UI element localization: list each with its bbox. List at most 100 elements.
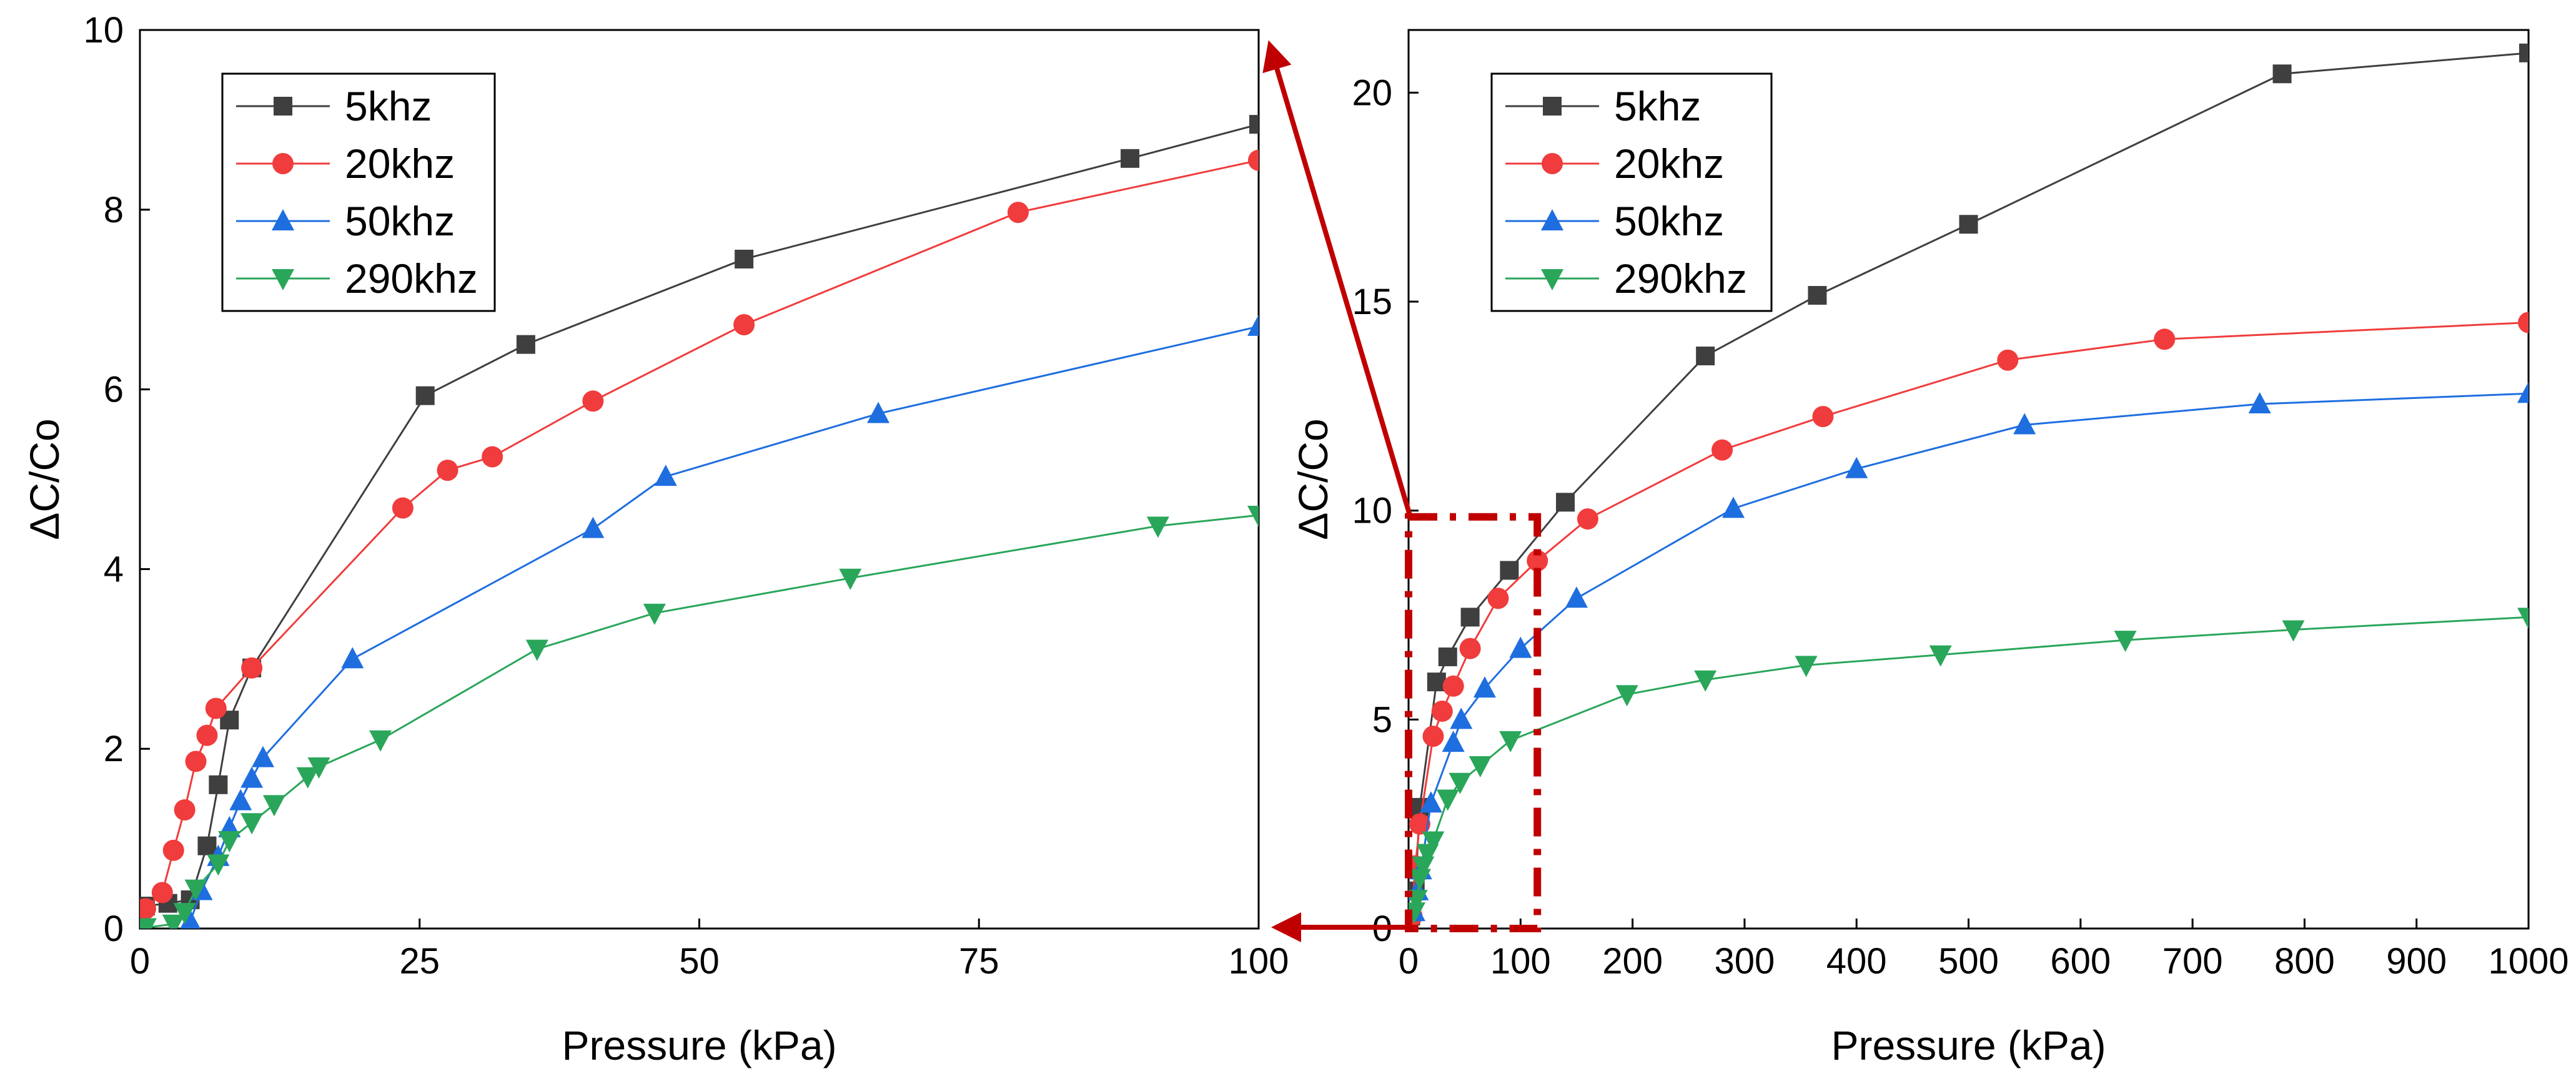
series-290khz bbox=[140, 506, 1259, 929]
data-point-290khz bbox=[173, 903, 196, 925]
data-point-50khz bbox=[1247, 314, 1259, 336]
data-point-290khz bbox=[1929, 645, 1952, 667]
data-point-50khz bbox=[1721, 496, 1745, 518]
data-point-50khz bbox=[1473, 676, 1496, 698]
x-tick-label: 900 bbox=[2386, 941, 2447, 982]
zoom-annotations bbox=[1262, 40, 1542, 942]
x-tick-label: 0 bbox=[130, 941, 150, 982]
legend-marker-20khz bbox=[1542, 153, 1563, 174]
x-tick-label: 75 bbox=[959, 941, 999, 982]
legend-entry-290khz: 290khz bbox=[1505, 255, 1747, 302]
legend-label-50khz: 50khz bbox=[1614, 198, 1724, 244]
left-chart: 0 25 50 75 100 0 2 4 6 8 10 Pressure (kPa) ΔC/Co 5khz… bbox=[21, 10, 1289, 1068]
data-point-290khz bbox=[525, 639, 548, 661]
data-point-290khz bbox=[262, 795, 285, 817]
data-point-5khz bbox=[415, 386, 435, 405]
data-point-20khz bbox=[196, 724, 218, 746]
data-point-50khz bbox=[1845, 456, 1868, 478]
data-point-5khz bbox=[735, 249, 754, 269]
data-point-5khz bbox=[2519, 43, 2529, 62]
legend-marker-290khz bbox=[272, 269, 294, 290]
series-layer bbox=[1409, 43, 2529, 927]
data-point-5khz bbox=[1808, 286, 1827, 305]
legend-entry-290khz: 290khz bbox=[236, 255, 478, 302]
data-point-20khz bbox=[140, 898, 156, 920]
data-point-50khz bbox=[867, 402, 890, 423]
data-point-20khz bbox=[482, 446, 503, 468]
data-point-290khz bbox=[369, 730, 392, 752]
y-tick-label: 15 bbox=[1352, 282, 1392, 322]
data-point-290khz bbox=[1615, 685, 1638, 707]
x-tick-label: 500 bbox=[1938, 941, 1999, 982]
x-tick-label: 300 bbox=[1715, 941, 1775, 982]
data-point-20khz bbox=[174, 799, 196, 821]
data-point-5khz bbox=[516, 335, 535, 354]
x-tick-label: 1000 bbox=[2488, 941, 2569, 982]
data-point-20khz bbox=[1577, 508, 1598, 530]
data-point-20khz bbox=[1422, 726, 1444, 747]
data-point-50khz bbox=[240, 766, 264, 788]
data-point-20khz bbox=[1712, 439, 1733, 461]
data-point-50khz bbox=[1565, 586, 1588, 608]
y-tick-label: 0 bbox=[104, 909, 124, 949]
legend-label-5khz: 5khz bbox=[1614, 83, 1701, 129]
data-point-20khz bbox=[582, 390, 604, 412]
legend-marker-5khz bbox=[1543, 97, 1562, 116]
legend-entry-5khz: 5khz bbox=[236, 83, 432, 129]
series-290khz bbox=[1409, 608, 2529, 924]
legend-entry-5khz: 5khz bbox=[1505, 83, 1701, 129]
data-point-20khz bbox=[1487, 588, 1509, 609]
x-tick-label: 25 bbox=[399, 941, 440, 982]
legend-label-20khz: 20khz bbox=[1614, 140, 1724, 187]
series-line-290khz bbox=[1413, 616, 2529, 912]
data-point-5khz bbox=[1460, 608, 1480, 627]
data-point-5khz bbox=[1556, 493, 1575, 512]
series-line-20khz bbox=[1410, 322, 2529, 917]
x-tick-label: 800 bbox=[2274, 941, 2335, 982]
x-tick-label: 400 bbox=[1826, 941, 1887, 982]
x-axis-title: Pressure (kPa) bbox=[1831, 1022, 2106, 1068]
data-point-20khz bbox=[151, 882, 173, 904]
data-point-290khz bbox=[2517, 608, 2529, 629]
y-tick-label: 4 bbox=[104, 549, 124, 589]
legend-entry-20khz: 20khz bbox=[1505, 140, 1724, 187]
zoom-box bbox=[1405, 513, 1542, 932]
y-tick-label: 10 bbox=[83, 10, 124, 51]
data-point-20khz bbox=[1442, 675, 1464, 697]
data-point-290khz bbox=[1422, 831, 1445, 853]
data-point-20khz bbox=[1997, 349, 2019, 371]
data-point-290khz bbox=[643, 603, 666, 625]
data-point-5khz bbox=[197, 836, 217, 855]
data-point-290khz bbox=[1469, 756, 1492, 777]
data-point-50khz bbox=[229, 789, 252, 810]
data-point-5khz bbox=[1696, 347, 1715, 366]
data-point-290khz bbox=[162, 914, 185, 929]
legend-label-20khz: 20khz bbox=[345, 140, 455, 187]
data-point-290khz bbox=[307, 757, 330, 779]
right-chart: 0100200300400500600700800900100005101520… bbox=[1290, 29, 2569, 1068]
data-point-50khz bbox=[1450, 707, 1473, 729]
legend: 5khz 20khz 50khz 290khz bbox=[221, 72, 496, 312]
legend-entry-20khz: 20khz bbox=[236, 140, 455, 187]
data-point-20khz bbox=[1409, 813, 1430, 835]
data-point-5khz bbox=[1249, 115, 1259, 134]
x-tick-label: 100 bbox=[1229, 941, 1289, 982]
data-point-5khz bbox=[1500, 561, 1519, 580]
x-axis-title: Pressure (kPa) bbox=[562, 1022, 836, 1068]
legend-label-5khz: 5khz bbox=[345, 83, 432, 129]
data-point-290khz bbox=[1409, 902, 1425, 924]
legend-label-290khz: 290khz bbox=[345, 255, 478, 302]
data-point-50khz bbox=[2013, 413, 2036, 435]
legend-marker-50khz bbox=[272, 209, 294, 230]
data-point-290khz bbox=[2114, 631, 2137, 653]
data-point-20khz bbox=[241, 657, 263, 679]
data-point-5khz bbox=[209, 775, 228, 794]
data-point-50khz bbox=[1419, 791, 1442, 813]
x-tick-label: 100 bbox=[1490, 941, 1551, 982]
x-tick-label: 700 bbox=[2162, 941, 2223, 982]
y-axis-title: ΔC/Co bbox=[1290, 418, 1336, 540]
data-point-290khz bbox=[1449, 772, 1472, 794]
data-point-50khz bbox=[252, 746, 275, 767]
data-point-5khz bbox=[1121, 149, 1140, 168]
